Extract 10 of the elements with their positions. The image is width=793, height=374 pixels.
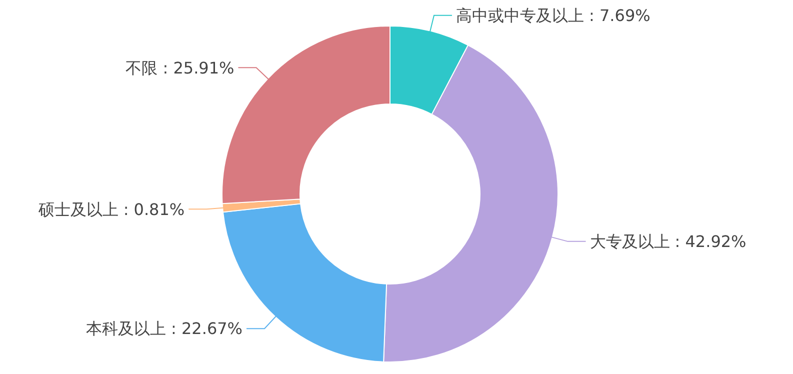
slice-label: 高中或中专及以上 xyxy=(456,6,584,25)
slice-label: 硕士及以上 xyxy=(37,200,118,219)
data-label: : 0.81% xyxy=(123,200,185,219)
data-label: : 25.91% xyxy=(162,58,234,78)
data-label: : 7.69% xyxy=(589,6,650,25)
slice-label: 大专及以上 xyxy=(590,232,670,252)
slice-label: 本科及以上 xyxy=(86,319,166,338)
data-label: : 42.92% xyxy=(674,232,746,252)
data-label: : 22.67% xyxy=(171,319,243,338)
slice-label: 不限 xyxy=(126,58,158,78)
